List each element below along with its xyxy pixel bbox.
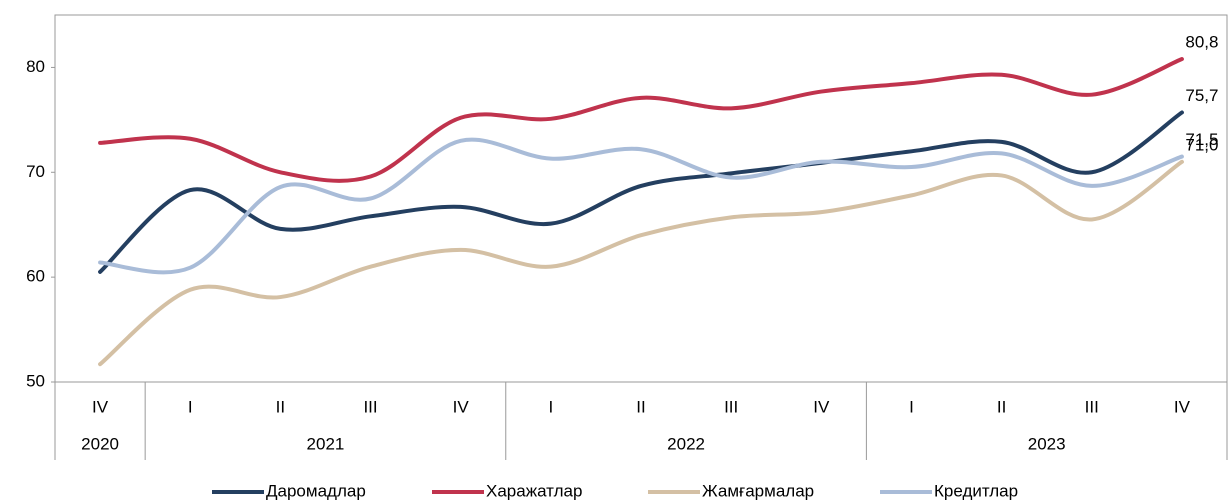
series-line [98,159,1184,367]
x-tick-label: II [997,397,1006,416]
y-tick-label: 70 [26,162,45,181]
series-line [98,57,1184,183]
data-label: 80,8 [1185,33,1218,52]
x-group-label: 2021 [307,434,345,453]
x-tick-label: IV [92,397,109,416]
x-tick-label: I [909,397,914,416]
legend-label: Харажатлар [486,481,582,500]
data-label: 71,0 [1185,135,1218,154]
x-tick-label: II [276,397,285,416]
x-tick-label: IV [453,397,470,416]
y-tick-label: 80 [26,57,45,76]
data-label: 71,5 [1185,130,1218,149]
x-group-label: 2020 [81,434,119,453]
data-label: 75,7 [1185,86,1218,105]
x-group-label: 2023 [1028,434,1066,453]
x-tick-label: III [363,397,377,416]
series-line [98,137,1184,275]
x-tick-label: IV [813,397,830,416]
y-tick-label: 60 [26,267,45,286]
x-tick-label: II [636,397,645,416]
x-tick-label: IV [1174,397,1191,416]
x-tick-label: I [548,397,553,416]
series-line [98,110,1184,274]
plot-frame [54,14,1228,383]
legend-label: Даромадлар [266,481,366,500]
y-tick-label: 50 [26,371,45,390]
legend-label: Жамғармалар [702,481,814,500]
x-tick-label: III [1085,397,1099,416]
x-tick-label: III [724,397,738,416]
x-tick-label: I [188,397,193,416]
legend-label: Кредитлар [934,481,1018,500]
x-group-label: 2022 [667,434,705,453]
